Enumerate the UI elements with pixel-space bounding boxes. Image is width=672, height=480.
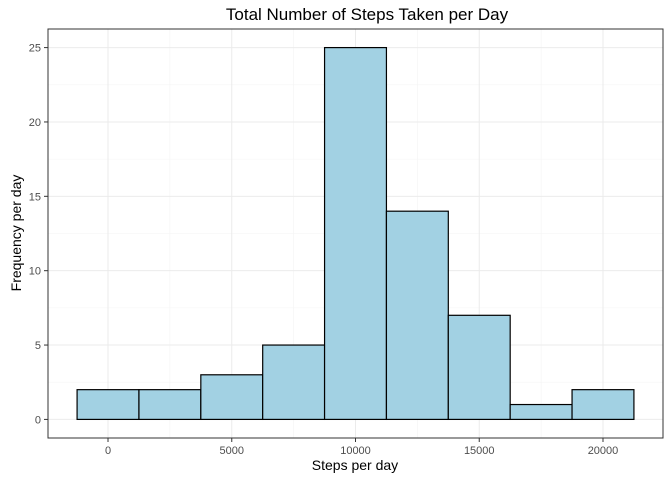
y-tick-label: 5	[35, 340, 41, 352]
histogram-bar-9	[571, 389, 635, 421]
histogram-bar-6	[385, 210, 449, 421]
y-tick-label: 15	[29, 191, 41, 203]
x-tick-label: 5000	[220, 445, 244, 457]
x-axis-title: Steps per day	[312, 457, 398, 473]
histogram-bar-1	[76, 389, 140, 421]
y-axis: 0 5 10 15 20 25	[29, 43, 48, 426]
y-tick-label: 20	[29, 117, 41, 129]
y-tick-label: 0	[35, 414, 41, 426]
x-tick-label: 10000	[340, 445, 371, 457]
x-tick-label: 15000	[464, 445, 495, 457]
chart-title: Total Number of Steps Taken per Day	[226, 5, 509, 24]
histogram-bar-7	[447, 314, 511, 421]
y-axis-title: Frequency per day	[8, 175, 24, 292]
x-tick-label: 20000	[588, 445, 619, 457]
x-tick-label: 0	[105, 445, 111, 457]
y-tick-label: 10	[29, 266, 41, 278]
histogram-bar-5	[323, 46, 388, 421]
histogram-bar-2	[138, 389, 202, 421]
y-tick-label: 25	[29, 43, 41, 55]
bars	[76, 46, 635, 421]
histogram-bar-8	[509, 403, 573, 421]
histogram-bar-4	[262, 344, 326, 421]
histogram-bar-3	[200, 374, 264, 421]
x-axis: 0 5000 10000 15000 20000	[105, 438, 618, 457]
